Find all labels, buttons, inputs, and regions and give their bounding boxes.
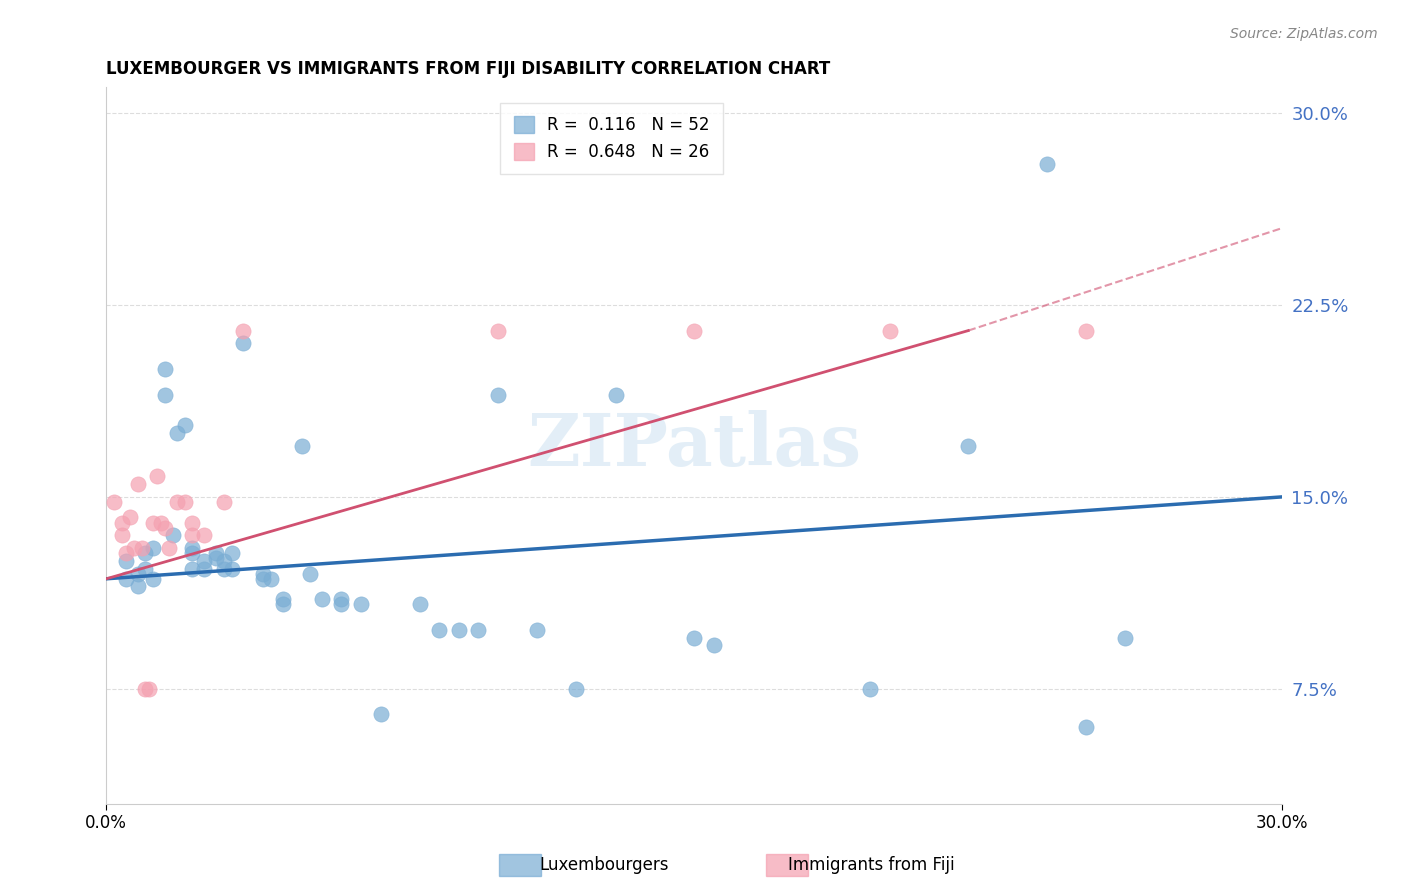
Point	[298, 566, 321, 581]
Point	[127, 566, 149, 581]
Point	[957, 439, 980, 453]
Point	[181, 516, 204, 530]
Text: Source: ZipAtlas.com: Source: ZipAtlas.com	[1230, 27, 1378, 41]
Point	[232, 336, 254, 351]
Point	[146, 469, 169, 483]
Point	[181, 528, 204, 542]
Point	[166, 495, 188, 509]
Point	[486, 387, 509, 401]
Point	[1074, 720, 1097, 734]
Point	[427, 623, 450, 637]
Point	[181, 546, 204, 560]
Point	[153, 387, 176, 401]
Point	[193, 561, 215, 575]
Point	[212, 554, 235, 568]
Point	[118, 510, 141, 524]
Legend: R =  0.116   N = 52, R =  0.648   N = 26: R = 0.116 N = 52, R = 0.648 N = 26	[501, 103, 723, 174]
Point	[370, 707, 392, 722]
Point	[703, 638, 725, 652]
Point	[134, 681, 156, 696]
Text: Immigrants from Fiji: Immigrants from Fiji	[789, 856, 955, 874]
Point	[162, 528, 184, 542]
Point	[879, 324, 901, 338]
Point	[260, 572, 283, 586]
Point	[486, 324, 509, 338]
Point	[166, 425, 188, 440]
Point	[142, 541, 165, 555]
Point	[1074, 324, 1097, 338]
Point	[252, 572, 274, 586]
Point	[181, 561, 204, 575]
Point	[212, 495, 235, 509]
Point	[153, 521, 176, 535]
Point	[271, 598, 294, 612]
Point	[232, 324, 254, 338]
Point	[409, 598, 432, 612]
Point	[138, 681, 160, 696]
Point	[173, 418, 195, 433]
Point	[114, 546, 136, 560]
Point	[683, 631, 706, 645]
Point	[467, 623, 489, 637]
Point	[221, 561, 243, 575]
Point	[142, 572, 165, 586]
Point	[134, 546, 156, 560]
Point	[311, 592, 333, 607]
Point	[683, 324, 706, 338]
Point	[447, 623, 470, 637]
Point	[142, 516, 165, 530]
Point	[565, 681, 588, 696]
Point	[252, 566, 274, 581]
Point	[212, 561, 235, 575]
Point	[271, 592, 294, 607]
Point	[350, 598, 373, 612]
Point	[173, 495, 195, 509]
Point	[131, 541, 153, 555]
Point	[205, 546, 228, 560]
Point	[114, 554, 136, 568]
Point	[193, 528, 215, 542]
Point	[193, 554, 215, 568]
Point	[181, 541, 204, 555]
Point	[134, 561, 156, 575]
Point	[103, 495, 125, 509]
Point	[127, 477, 149, 491]
Point	[330, 598, 353, 612]
Point	[114, 572, 136, 586]
Point	[859, 681, 882, 696]
Point	[153, 362, 176, 376]
Point	[291, 439, 314, 453]
Point	[157, 541, 180, 555]
Point	[150, 516, 173, 530]
Point	[111, 516, 134, 530]
Point	[111, 528, 134, 542]
Point	[330, 592, 353, 607]
Point	[127, 579, 149, 593]
Text: ZIPatlas: ZIPatlas	[527, 410, 860, 482]
Point	[605, 387, 627, 401]
Point	[1114, 631, 1136, 645]
Point	[526, 623, 548, 637]
Point	[205, 551, 228, 566]
Text: LUXEMBOURGER VS IMMIGRANTS FROM FIJI DISABILITY CORRELATION CHART: LUXEMBOURGER VS IMMIGRANTS FROM FIJI DIS…	[107, 60, 831, 78]
Point	[221, 546, 243, 560]
Point	[1035, 157, 1057, 171]
Point	[122, 541, 145, 555]
Text: Luxembourgers: Luxembourgers	[540, 856, 669, 874]
